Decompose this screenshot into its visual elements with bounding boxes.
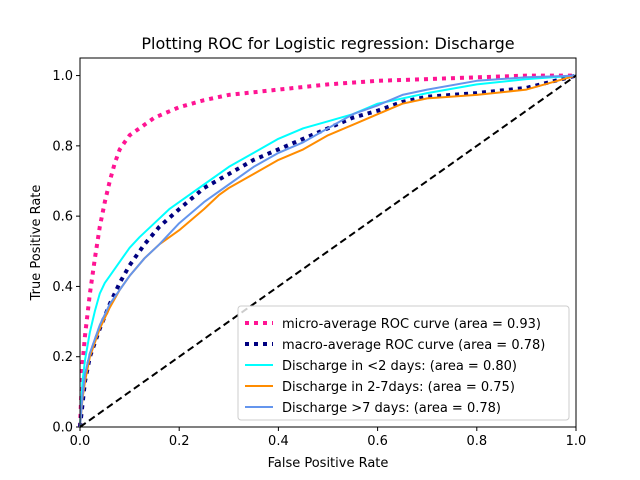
legend-label-3: Discharge in <2 days: (area = 0.80) — [282, 359, 517, 374]
legend-label-5: Discharge >7 days: (area = 0.78) — [282, 401, 501, 416]
legend-label-1: micro-average ROC curve (area = 0.93) — [282, 317, 541, 332]
chance-diagonal-line — [79, 74, 577, 428]
y-axis-ticks: 0.0 0.2 0.4 0.6 0.8 1.0 — [52, 69, 80, 436]
x-tick-label: 0.8 — [466, 434, 487, 449]
roc-curve-3 — [79, 74, 577, 428]
x-tick-label: 0.4 — [268, 434, 289, 449]
roc-curves — [78, 73, 577, 428]
y-tick-label: 0.0 — [52, 421, 73, 436]
legend: micro-average ROC curve (area = 0.93) mac… — [237, 305, 570, 421]
roc-curve-4 — [79, 74, 577, 428]
legend-box — [237, 305, 570, 421]
x-tick-label: 0.2 — [169, 434, 190, 449]
y-tick-label: 0.4 — [52, 280, 73, 295]
y-tick-label: 0.6 — [52, 210, 73, 225]
roc-curve-5 — [79, 74, 577, 428]
y-axis-label: True Positive Rate — [29, 185, 44, 302]
chart-title: Plotting ROC for Logistic regression: Di… — [141, 34, 514, 53]
roc-curve-1 — [78, 73, 576, 428]
legend-label-4: Discharge in 2-7days: (area = 0.75) — [282, 380, 515, 395]
x-tick-label: 1.0 — [566, 434, 587, 449]
legend-label-2: macro-average ROC curve (area = 0.78) — [282, 338, 545, 353]
x-axis-label: False Positive Rate — [268, 456, 389, 471]
y-tick-label: 1.0 — [52, 69, 73, 84]
y-tick-label: 0.8 — [52, 139, 73, 154]
x-tick-label: 0.0 — [70, 434, 91, 449]
y-tick-label: 0.2 — [52, 350, 73, 365]
plot-frame — [79, 57, 577, 428]
x-tick-label: 0.6 — [367, 434, 388, 449]
x-axis-ticks: 0.0 0.2 0.4 0.6 0.8 1.0 — [70, 427, 587, 449]
